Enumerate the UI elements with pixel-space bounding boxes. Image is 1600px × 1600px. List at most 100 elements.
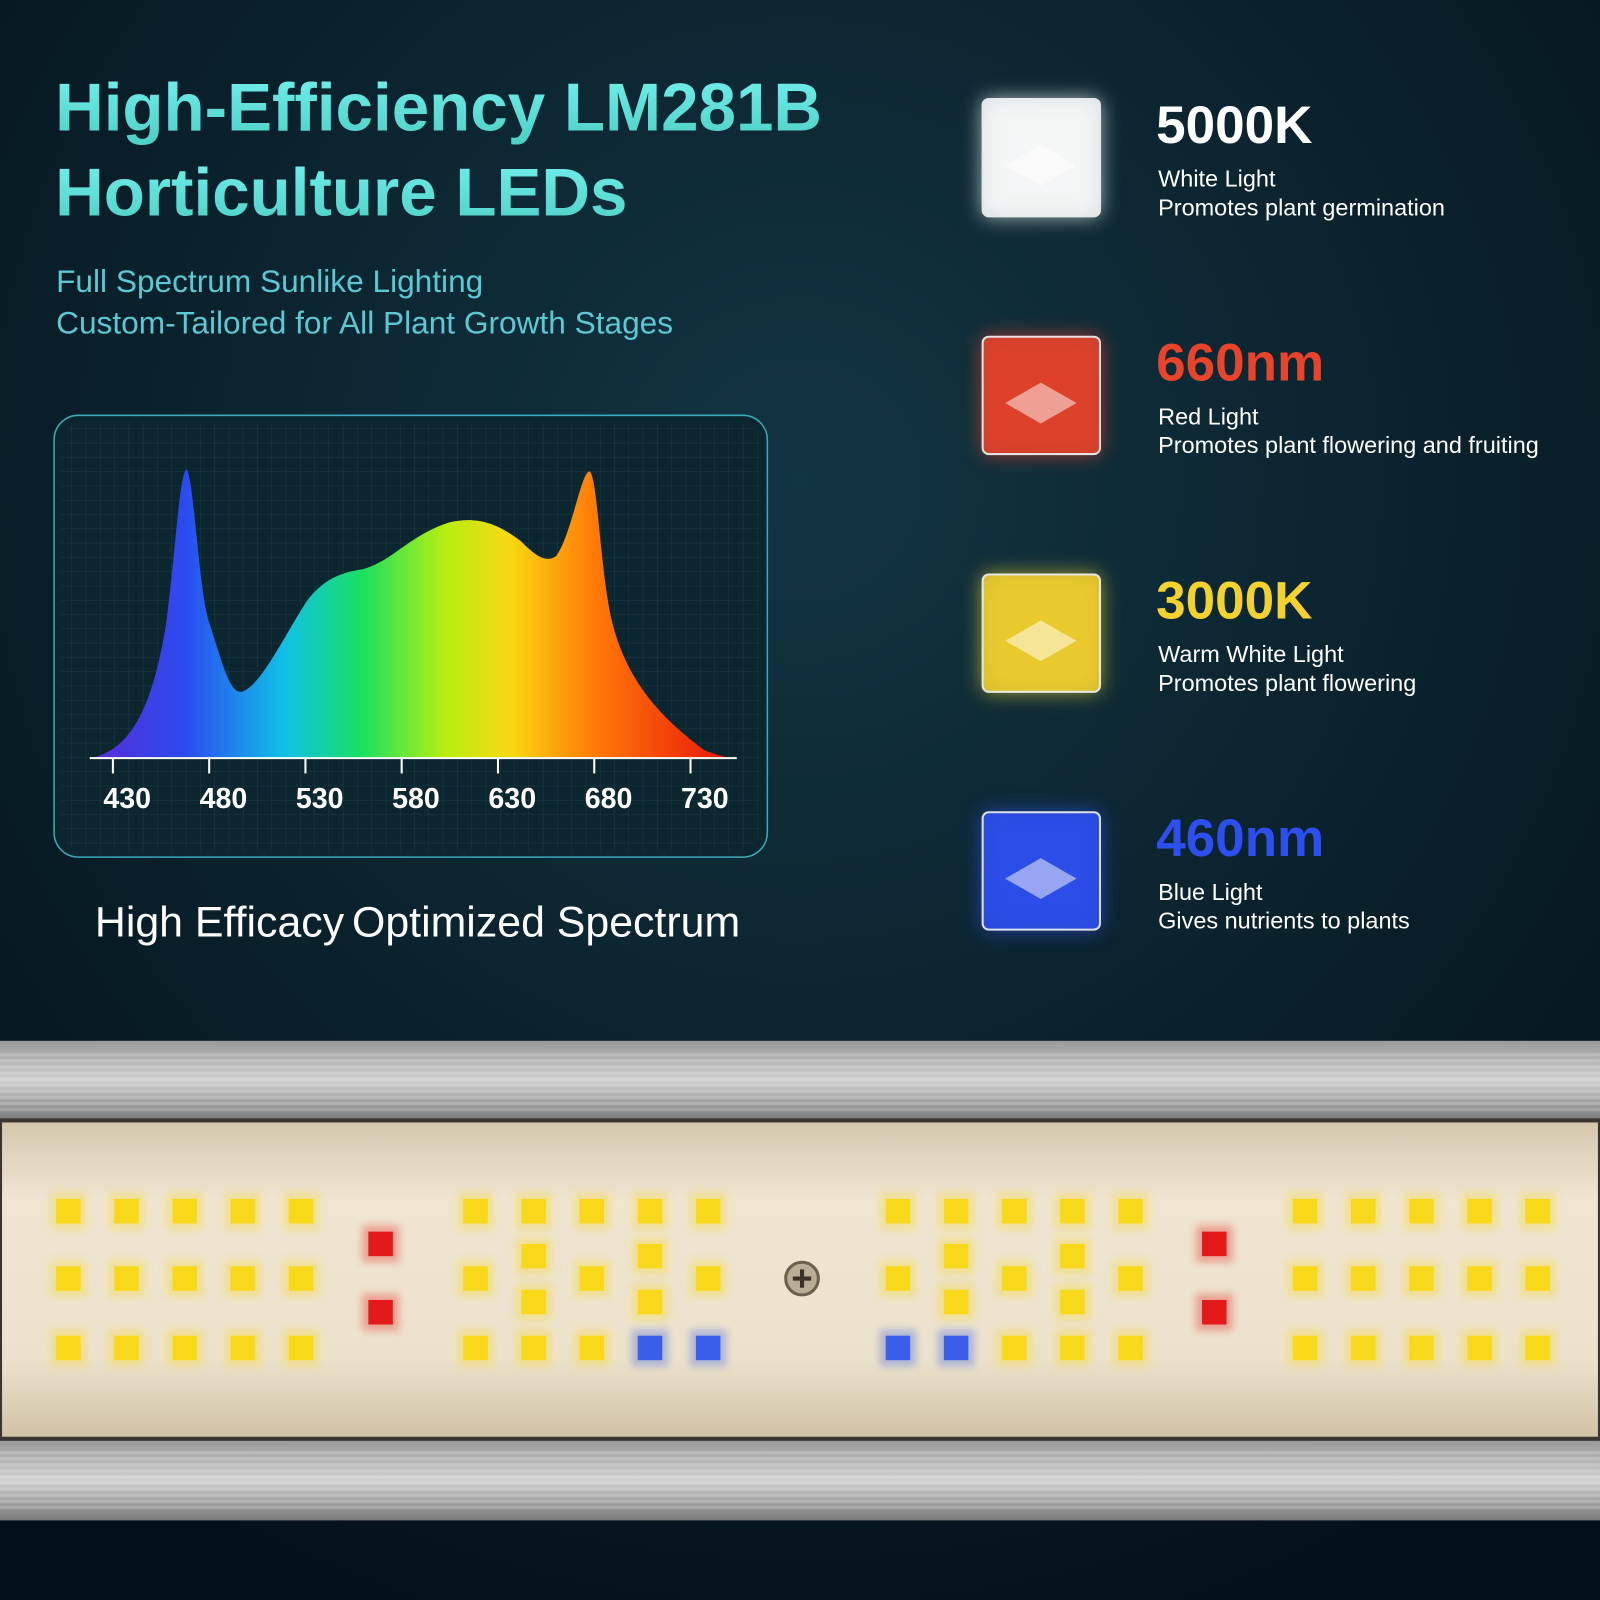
led [288,1266,314,1291]
screw-slot [792,1269,812,1288]
led [288,1198,314,1224]
led [637,1243,663,1269]
chip [1005,858,1077,899]
led [1202,1231,1227,1257]
led [1292,1198,1318,1224]
title: Horticulture LEDs [55,155,627,230]
led [172,1266,197,1291]
led [885,1198,911,1224]
x-tick-label: 580 [392,783,440,815]
led [463,1266,488,1291]
led [579,1266,605,1291]
led [1292,1266,1318,1291]
led [637,1198,663,1224]
led [1060,1198,1085,1224]
led [56,1335,81,1361]
led [230,1335,256,1361]
led [1409,1335,1434,1361]
led [463,1198,488,1224]
led [695,1335,721,1361]
led [885,1335,911,1361]
led [1409,1266,1434,1291]
rail-stripes [0,1051,1600,1113]
led [943,1335,969,1361]
led [1118,1335,1143,1361]
light-label: 460nm [1156,809,1324,868]
light-name: Red Light [1158,403,1259,429]
led [1525,1266,1550,1291]
led [695,1198,721,1224]
subtitle: Full Spectrum Sunlike Lighting [56,263,483,299]
light-label: 5000K [1156,96,1312,155]
led [1467,1335,1492,1361]
led [1525,1198,1550,1224]
led [1409,1198,1434,1224]
rail-stripes [0,1448,1600,1513]
led [172,1198,197,1224]
title: High-Efficiency LM281B [55,71,822,146]
x-tick-label: 530 [296,783,344,815]
led [1351,1335,1376,1361]
led [885,1266,911,1291]
led [288,1335,314,1361]
led [1060,1335,1085,1361]
led [1525,1335,1550,1361]
led [579,1335,605,1361]
x-tick-label: 680 [585,783,633,815]
light-name: Blue Light [1158,879,1263,905]
led [1002,1335,1027,1361]
led [368,1299,393,1325]
light-label: 660nm [1156,334,1324,393]
led [521,1198,546,1224]
led [1060,1289,1085,1315]
led [1292,1335,1318,1361]
led [114,1198,139,1224]
led [1202,1299,1227,1325]
led [1118,1266,1143,1291]
light-name: Warm White Light [1158,641,1344,667]
led [943,1243,969,1269]
led [943,1289,969,1315]
led [1002,1266,1027,1291]
chip [1005,382,1077,424]
light-description: Promotes plant flowering [1158,670,1416,696]
x-tick-label: 430 [103,783,151,815]
caption: Optimized Spectrum [352,899,740,947]
led [368,1231,393,1257]
led [56,1266,81,1291]
led [1467,1266,1492,1291]
led [579,1198,605,1224]
led [521,1243,546,1269]
spectrum-curve [89,469,737,759]
led [114,1335,139,1361]
x-tick-label: 630 [488,783,536,815]
led [1467,1198,1492,1224]
x-tick-label: 730 [681,783,729,815]
led [943,1198,969,1224]
caption: High Efficacy [95,899,345,947]
led [637,1335,663,1361]
led [1351,1266,1376,1291]
led [521,1289,546,1315]
led [56,1198,81,1224]
led [230,1266,256,1291]
light-description: Promotes plant flowering and fruiting [1158,432,1539,458]
led [1351,1198,1376,1224]
led [114,1266,139,1291]
led [695,1266,721,1291]
led [521,1335,546,1361]
led [1060,1243,1085,1269]
led [1002,1198,1027,1224]
light-description: Promotes plant germination [1158,194,1445,220]
light-name: White Light [1158,166,1276,192]
led [230,1198,256,1224]
x-tick-label: 480 [200,783,248,815]
led [463,1335,488,1361]
light-label: 3000K [1156,571,1312,630]
led [637,1289,663,1315]
led [1118,1198,1143,1224]
light-description: Gives nutrients to plants [1158,908,1410,934]
subtitle: Custom-Tailored for All Plant Growth Sta… [56,305,673,341]
